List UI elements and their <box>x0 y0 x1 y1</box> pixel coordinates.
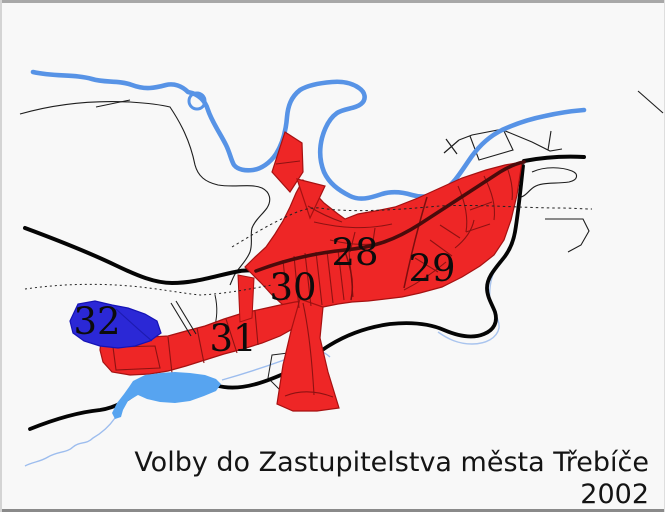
lake-shape <box>112 372 221 419</box>
road-spur-northwest <box>95 99 131 108</box>
district-28-label: 28 <box>331 231 378 274</box>
frame-bottom-border <box>0 509 665 512</box>
main-road-through-red <box>254 160 526 273</box>
district-30-label: 30 <box>269 266 316 309</box>
main-road-northeast <box>522 154 586 163</box>
road-northwest <box>19 100 271 286</box>
district-north-parallelogram <box>271 131 304 193</box>
district-31-label: 31 <box>209 317 256 360</box>
road-block-north <box>458 128 514 161</box>
district-connector-shape <box>237 274 255 323</box>
map-title-line1: Volby do Zastupitelstva města Třebíče <box>134 447 649 478</box>
road-cross-north <box>443 138 460 155</box>
district-north-wedge <box>296 178 326 220</box>
frame-top-border <box>0 0 665 3</box>
road-far-east <box>637 90 664 114</box>
road-north-east <box>502 129 563 152</box>
map-title-line2: 2002 <box>580 479 649 510</box>
dotted-boundary-west <box>24 283 273 296</box>
river-island-loop <box>187 91 207 111</box>
dotted-boundary-east <box>231 204 593 248</box>
railway-lines <box>170 300 197 337</box>
district-32-shape <box>69 300 162 349</box>
road-east-tongue <box>520 167 578 198</box>
road-east-lower <box>545 218 590 253</box>
road-spur-northeast <box>547 130 552 151</box>
stream-southwest <box>24 417 116 467</box>
district-32-label: 32 <box>73 300 120 343</box>
main-road-west <box>23 226 258 286</box>
district-south-spike-shape <box>276 298 340 412</box>
district-boundary-lines <box>344 196 428 301</box>
district-29-label: 29 <box>408 247 455 290</box>
district-32-street-line <box>115 308 153 342</box>
frame-left-border <box>0 0 2 512</box>
